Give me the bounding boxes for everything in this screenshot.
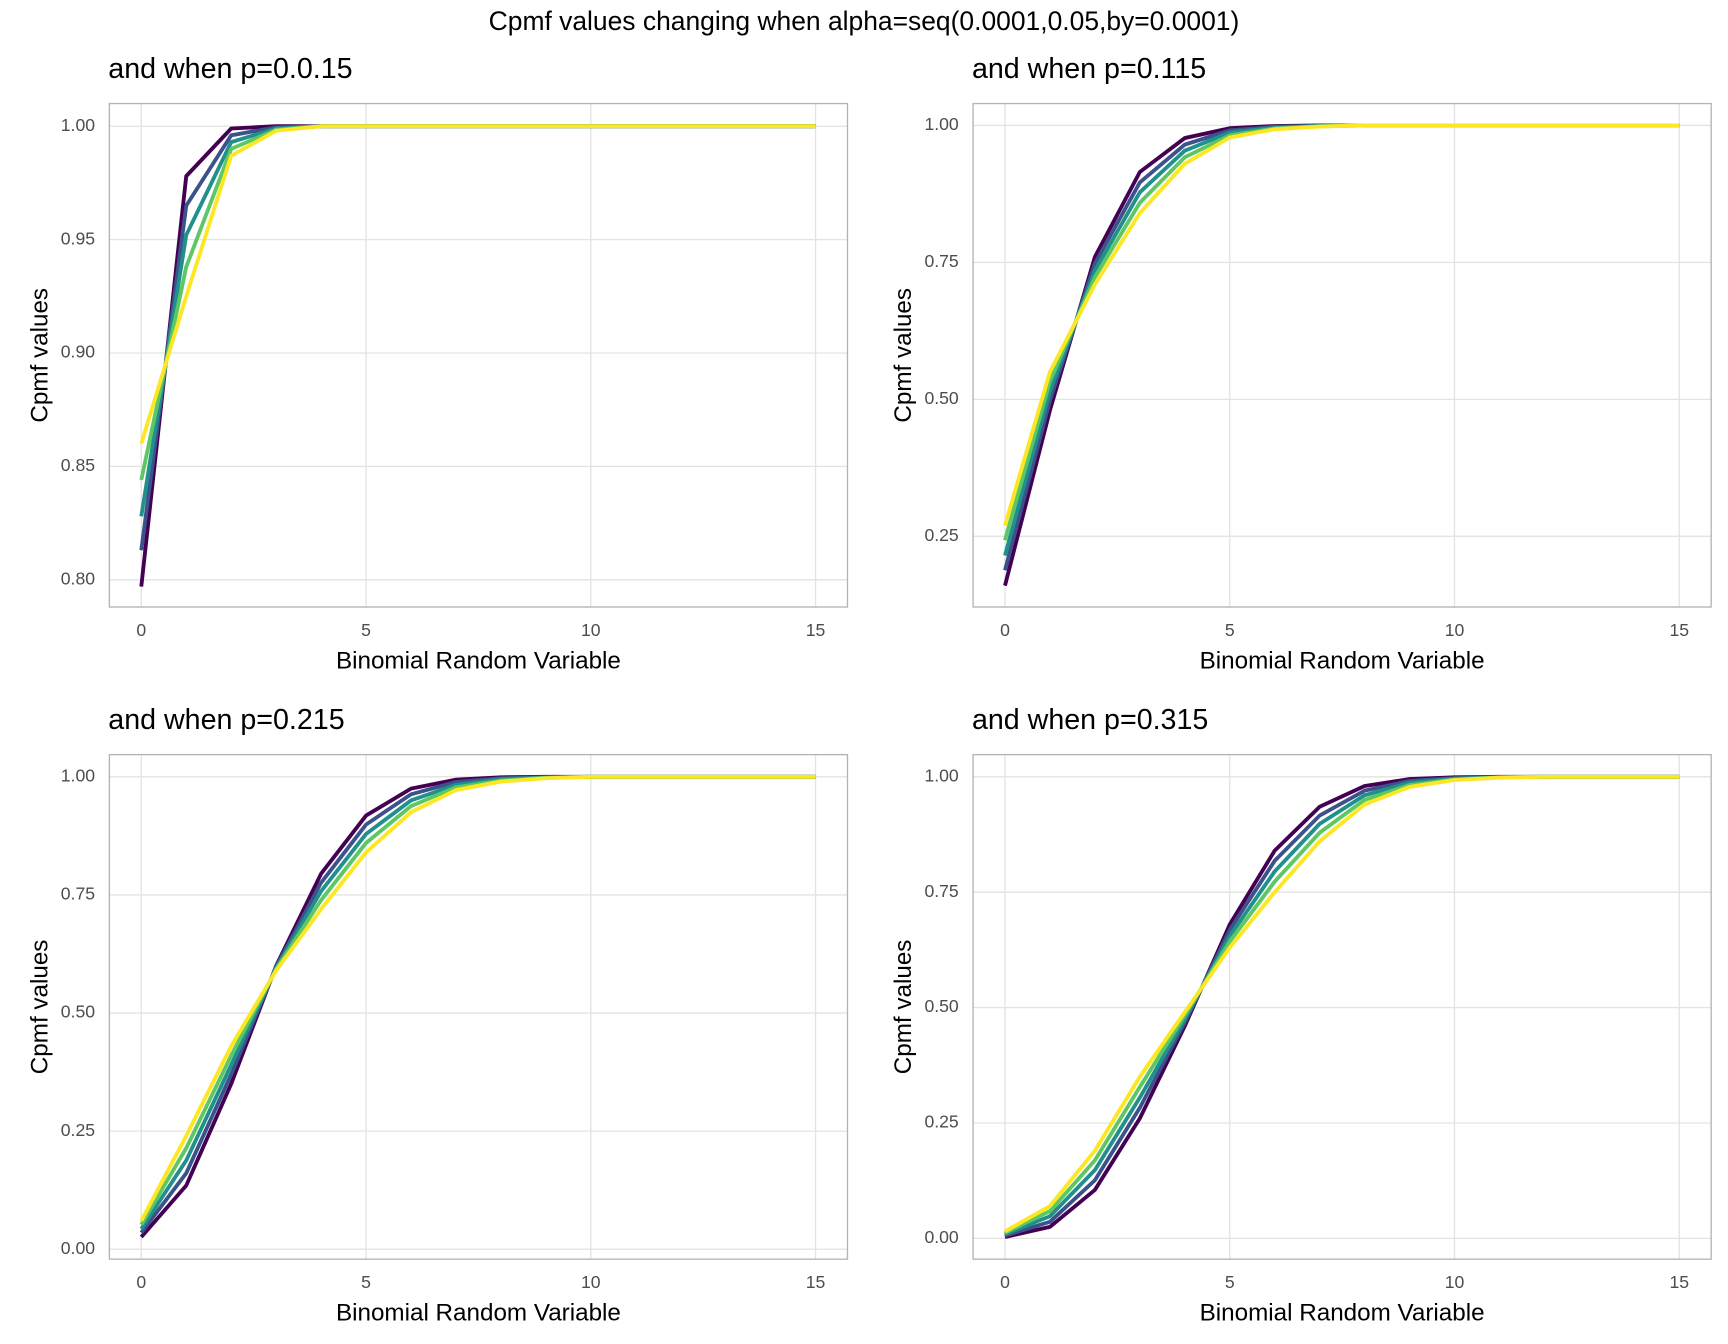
y-tick-label: 0.50: [924, 388, 958, 408]
y-tick-label: 1.00: [61, 115, 95, 135]
series-line: [1003, 123, 1680, 526]
x-tick-label: 5: [361, 1272, 371, 1292]
y-tick-label: 0.25: [924, 1112, 958, 1132]
x-tick-label: 10: [581, 620, 601, 640]
x-tick-label: 10: [1445, 1272, 1465, 1292]
y-tick-label: 0.00: [924, 1227, 958, 1247]
x-axis-title: Binomial Random Variable: [336, 1300, 621, 1327]
panel-title: and when p=0.315: [972, 704, 1208, 736]
x-tick-label: 5: [1225, 620, 1235, 640]
y-tick-label: 1.00: [924, 114, 958, 134]
chart-title: Cpmf values changing when alpha=seq(0.00…: [489, 6, 1240, 36]
y-tick-label: 0.25: [924, 525, 958, 545]
y-tick-label: 0.25: [61, 1120, 95, 1140]
y-tick-label: 0.75: [61, 884, 95, 904]
x-tick-label: 5: [1225, 1272, 1235, 1292]
panel-title: and when p=0.115: [972, 53, 1206, 85]
plot-frame: [108, 102, 849, 608]
x-tick-label: 15: [806, 620, 826, 640]
x-tick-label: 0: [136, 1272, 146, 1292]
plot-frame: [972, 102, 1712, 608]
panel: and when p=0.315 0.00 0.25 0.50 0.75 1.00 0 5 10…: [890, 704, 1712, 1327]
panel: and when p=0.215 0.00 0.25 0.50 0.75 1.00 0 5 10…: [26, 704, 849, 1327]
y-axis-title: Cpmf values: [26, 288, 53, 423]
x-tick-label: 0: [1000, 620, 1010, 640]
y-axis-title: Cpmf values: [26, 940, 53, 1075]
y-tick-label: 0.50: [924, 996, 958, 1016]
y-tick-label: 0.50: [61, 1002, 95, 1022]
plot-background: [109, 103, 848, 608]
x-tick-label: 10: [581, 1272, 601, 1292]
plot-background: [973, 103, 1712, 608]
x-axis-title: Binomial Random Variable: [1200, 647, 1485, 674]
series-line: [139, 124, 816, 445]
x-tick-label: 15: [1669, 620, 1689, 640]
panel: and when p=0.115 0.25 0.50 0.75 1.00 0 5 10 15 Bi…: [890, 53, 1712, 674]
panel-title: and when p=0.0.15: [108, 53, 352, 85]
x-tick-label: 15: [1669, 1272, 1689, 1292]
y-tick-label: 0.75: [924, 881, 958, 901]
x-axis-title: Binomial Random Variable: [1200, 1300, 1485, 1327]
series-line: [139, 774, 816, 1222]
x-tick-label: 15: [806, 1272, 826, 1292]
x-tick-label: 10: [1445, 620, 1465, 640]
x-tick-label: 0: [1000, 1272, 1010, 1292]
series-line: [1004, 774, 1680, 1234]
x-tick-label: 0: [136, 620, 146, 640]
panel: and when p=0.0.15 0.80 0.85 0.90 0.95 1.00 0 5 1…: [26, 53, 849, 674]
plot-frame: [972, 753, 1712, 1260]
y-axis-title: Cpmf values: [890, 288, 917, 423]
x-tick-label: 5: [361, 620, 371, 640]
plot-background: [109, 754, 848, 1260]
plot-frame: [108, 753, 849, 1260]
y-axis-title: Cpmf values: [890, 940, 917, 1075]
y-tick-label: 0.95: [61, 228, 95, 248]
y-tick-label: 1.00: [924, 765, 958, 785]
y-tick-label: 0.00: [61, 1238, 95, 1258]
y-tick-label: 0.80: [61, 568, 95, 588]
x-axis-title: Binomial Random Variable: [336, 647, 621, 674]
y-tick-label: 0.75: [924, 251, 958, 271]
y-tick-label: 0.90: [61, 342, 95, 362]
panel-title: and when p=0.215: [108, 704, 344, 736]
y-tick-label: 0.85: [61, 455, 95, 475]
y-tick-label: 1.00: [61, 765, 95, 785]
